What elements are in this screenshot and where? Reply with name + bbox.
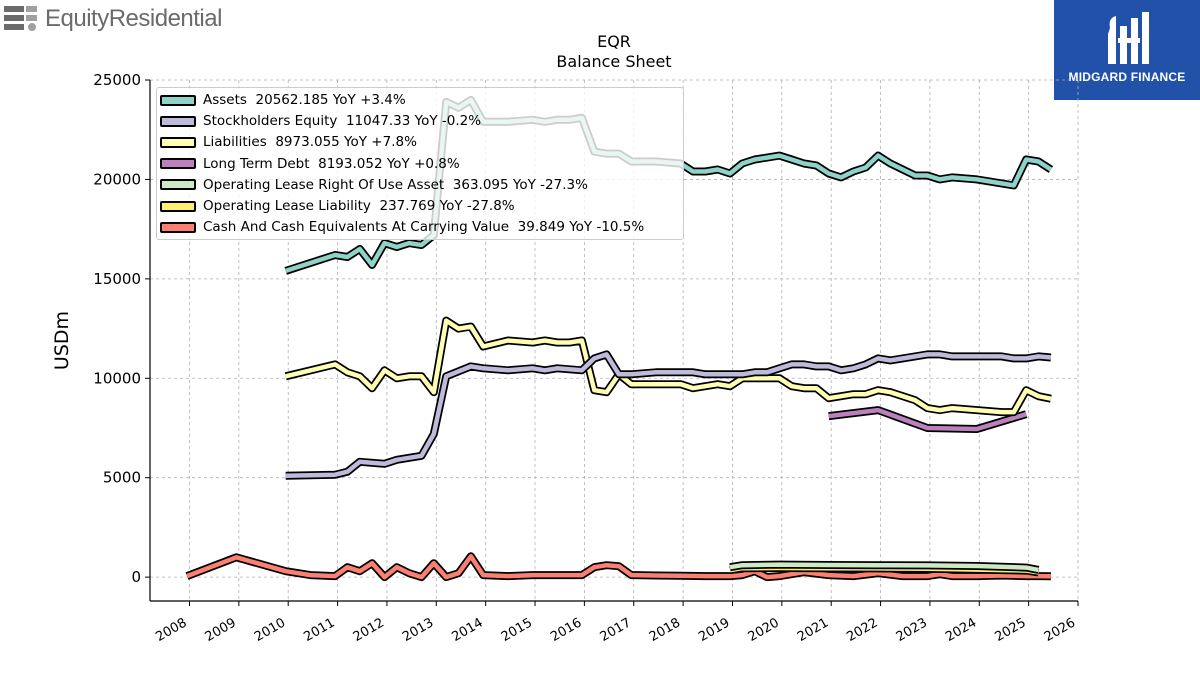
x-tick-label: 2023 [894, 615, 930, 645]
legend-swatch [160, 179, 196, 191]
liabilities-series-line [285, 318, 1052, 415]
y-tick-label: 5000 [103, 469, 141, 487]
x-tick-label: 2026 [1042, 615, 1078, 645]
legend-item: Stockholders Equity 11047.33 YoY -0.2% [160, 111, 481, 131]
legend-label: Long Term Debt 8193.052 YoY +0.8% [203, 155, 460, 172]
legend-swatch [160, 221, 196, 233]
legend-label: Assets 20562.185 YoY +3.4% [203, 92, 406, 108]
x-tick-label: 2012 [351, 615, 387, 645]
long-term-debt-series-line [828, 407, 1027, 432]
y-tick-label: 15000 [93, 270, 141, 288]
x-tick-label: 2017 [598, 615, 634, 645]
x-tick-label: 2016 [548, 615, 584, 645]
legend-swatch [160, 158, 196, 170]
x-tick-label: 2013 [400, 615, 436, 645]
chart-title: EQR [597, 32, 631, 51]
legend-label: Operating Lease Liability 237.769 YoY -2… [203, 198, 515, 214]
x-tick-label: 2008 [153, 615, 189, 645]
legend-swatch [160, 136, 196, 148]
legend-label: Cash And Cash Equivalents At Carrying Va… [203, 219, 645, 236]
x-tick-label: 2010 [252, 615, 288, 645]
x-tick-label: 2020 [746, 615, 782, 645]
x-tick-label: 2018 [647, 615, 683, 645]
legend-swatch [160, 94, 196, 106]
x-tick-label: 2011 [301, 615, 337, 645]
brand-box: MIDGARD FINANCE [1054, 0, 1200, 100]
operating-lease-right-of-use-asset-series-line [729, 562, 1039, 573]
x-tick-label: 2014 [449, 615, 485, 645]
x-tick-label: 2019 [696, 615, 732, 645]
legend-label: Liabilities 8973.055 YoY +7.8% [203, 134, 417, 151]
stockholders-equity-series-line [285, 352, 1052, 478]
company-name: EquityResidential [45, 5, 222, 32]
y-tick-label: 10000 [93, 369, 141, 387]
y-tick-label: 25000 [93, 71, 141, 89]
legend-item: Long Term Debt 8193.052 YoY +0.8% [160, 154, 460, 174]
chart-legend: Assets 20562.185 YoY +3.4% Stockholders E… [156, 87, 684, 240]
legend-swatch [160, 200, 196, 212]
legend-item: Assets 20562.185 YoY +3.4% [160, 90, 406, 110]
y-axis-label: USDm [51, 311, 73, 370]
x-tick-label: 2024 [943, 615, 979, 645]
x-tick-label: 2015 [499, 615, 535, 645]
brand-name: MIDGARD FINANCE [1068, 70, 1186, 84]
y-tick-label: 20000 [93, 170, 141, 188]
legend-swatch [160, 115, 196, 127]
x-tick-label: 2022 [844, 615, 880, 645]
cash-and-cash-equivalents-at-carrying-value-series-line [186, 554, 1051, 580]
legend-item: Operating Lease Liability 237.769 YoY -2… [160, 196, 515, 216]
x-tick-label: 2021 [795, 615, 831, 645]
legend-label: Stockholders Equity 11047.33 YoY -0.2% [203, 113, 482, 130]
y-tick-label: 0 [131, 568, 141, 586]
chart-subtitle: Balance Sheet [556, 52, 672, 71]
x-tick-label: 2025 [992, 615, 1028, 645]
legend-item: Cash And Cash Equivalents At Carrying Va… [160, 217, 644, 237]
midgard-finance-logo-icon [1108, 12, 1149, 64]
x-tick-label: 2009 [203, 615, 239, 645]
company-logo: EquityResidential [4, 4, 222, 34]
legend-label: Operating Lease Right Of Use Asset 363.0… [203, 176, 588, 193]
liabilities-series-outline [284, 316, 1052, 417]
legend-item: Liabilities 8973.055 YoY +7.8% [160, 132, 417, 152]
legend-item: Operating Lease Right Of Use Asset 363.0… [160, 175, 588, 195]
equity-residential-logo-icon [4, 6, 37, 31]
